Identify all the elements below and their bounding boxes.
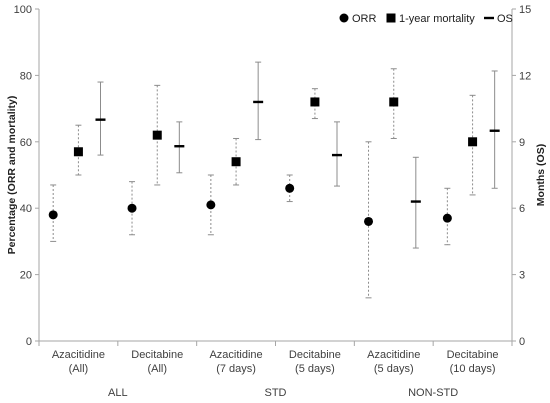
- y-axis-title-right: Months (OS): [535, 144, 547, 206]
- right-tick-label: 15: [519, 4, 531, 16]
- left-tick-label: 40: [20, 203, 32, 215]
- os-point: [95, 118, 106, 121]
- category-label: Azacitidine: [367, 349, 420, 361]
- axes: 0 20 40 60 80 100 0 3 6 9 12 15 Percentage (ORR and …: [6, 4, 547, 348]
- legend-label: 1-year mortality: [399, 13, 475, 25]
- left-tick-label: 100: [14, 4, 32, 16]
- legend-mortality-marker: [386, 13, 396, 23]
- legend-os-marker: [484, 16, 494, 20]
- category-label: Decitabine: [447, 349, 499, 361]
- category-label: Azacitidine: [209, 349, 262, 361]
- legend-orr-marker: [339, 13, 349, 23]
- orr-point: [364, 216, 374, 226]
- category-labels: Azacitidine (All) Decitabine (All) Azacitidi…: [52, 349, 499, 399]
- os-point: [410, 200, 421, 203]
- mortality-point: [310, 97, 320, 107]
- right-tick-label: 6: [519, 203, 525, 215]
- category-label: (5 days): [374, 363, 414, 375]
- left-tick-label: 0: [26, 336, 32, 348]
- mortality-point: [73, 147, 83, 157]
- right-tick-label: 0: [519, 336, 525, 348]
- left-tick-label: 80: [20, 70, 32, 82]
- os-point: [331, 153, 342, 157]
- orr-point: [127, 203, 137, 213]
- mortality-point: [468, 137, 478, 147]
- os-point: [489, 129, 500, 132]
- os-point: [253, 100, 264, 104]
- group-label: STD: [265, 387, 287, 399]
- error-bars: [50, 61, 498, 299]
- group-label: NON-STD: [408, 387, 458, 399]
- legend-label: OS: [497, 13, 513, 25]
- orr-point: [442, 213, 452, 223]
- legend: ORR 1-year mortality OS: [339, 13, 513, 25]
- mortality-point: [389, 97, 399, 107]
- os-point: [174, 145, 185, 148]
- orr-point: [206, 200, 216, 210]
- category-label: Azacitidine: [52, 349, 105, 361]
- mortality-point: [152, 130, 162, 140]
- category-label: (5 days): [295, 363, 335, 375]
- category-label: (All): [147, 363, 167, 375]
- left-tick-label: 20: [20, 270, 32, 282]
- category-label: (10 days): [450, 363, 496, 375]
- mortality-point: [231, 157, 241, 167]
- y-axis-title-left: Percentage (ORR and mortality): [6, 96, 18, 255]
- category-label: (All): [69, 363, 89, 375]
- left-tick-label: 60: [20, 137, 32, 149]
- category-label: Decitabine: [289, 349, 341, 361]
- right-tick-label: 12: [519, 70, 531, 82]
- right-tick-label: 9: [519, 137, 525, 149]
- orr-point: [48, 210, 58, 220]
- legend-label: ORR: [352, 13, 377, 25]
- right-tick-label: 3: [519, 270, 525, 282]
- group-label: ALL: [108, 387, 128, 399]
- category-label: Decitabine: [131, 349, 183, 361]
- category-label: (7 days): [216, 363, 256, 375]
- orr-point: [285, 183, 295, 193]
- data-markers: [48, 97, 500, 226]
